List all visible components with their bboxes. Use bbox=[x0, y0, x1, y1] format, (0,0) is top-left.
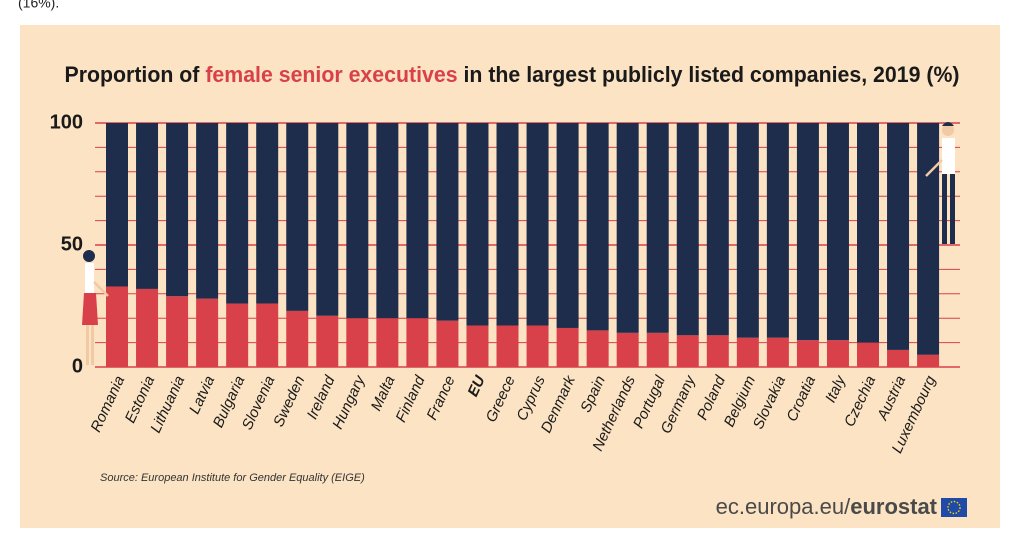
bar-segment bbox=[917, 354, 940, 367]
bar-segment bbox=[857, 342, 879, 367]
bar-segment bbox=[376, 318, 399, 367]
bar-segment bbox=[466, 325, 489, 367]
bar-segment bbox=[586, 330, 609, 367]
bar-segment bbox=[646, 332, 669, 367]
bar-segment bbox=[646, 123, 669, 333]
bar-segment bbox=[766, 123, 789, 338]
bar-segment bbox=[706, 123, 729, 336]
bar-segment bbox=[887, 123, 910, 350]
bar-segment bbox=[466, 123, 489, 326]
bar-segment bbox=[736, 123, 759, 338]
bar-segment bbox=[616, 123, 639, 333]
bar-segment bbox=[917, 123, 940, 355]
bar-segment bbox=[136, 123, 159, 289]
bar-segment bbox=[136, 288, 159, 367]
y-tick-label: 50 bbox=[61, 233, 83, 255]
bar-segment bbox=[436, 320, 459, 367]
eu-flag bbox=[941, 498, 967, 517]
bar-segment bbox=[736, 337, 759, 367]
y-tick-label: 0 bbox=[72, 355, 83, 377]
bar-segment bbox=[286, 123, 309, 311]
bar-segment bbox=[586, 123, 609, 331]
woman-figure bbox=[82, 250, 109, 365]
bar-segment bbox=[676, 123, 699, 336]
bar-segment bbox=[796, 123, 819, 341]
bar-segment bbox=[166, 296, 189, 367]
text-fragment: (16%). bbox=[18, 0, 59, 11]
logo-part: ec.europa.eu/ bbox=[716, 494, 851, 519]
bar-segment bbox=[406, 123, 429, 319]
bar-segment bbox=[226, 303, 249, 367]
bar-segment bbox=[796, 340, 819, 367]
bar-segment bbox=[106, 123, 128, 287]
logo: ec.europa.eu/eurostat bbox=[716, 494, 938, 519]
bar-segment bbox=[526, 123, 549, 326]
bar-segment bbox=[256, 303, 279, 367]
title-highlight: female senior executives bbox=[205, 62, 457, 87]
bar-segment bbox=[226, 123, 249, 304]
bar-segment bbox=[496, 325, 519, 367]
bar-segment bbox=[196, 123, 219, 299]
bar-segment bbox=[556, 123, 579, 328]
bars bbox=[106, 123, 940, 367]
bar-segment bbox=[616, 332, 639, 367]
bar-segment bbox=[406, 318, 429, 367]
bar-segment bbox=[556, 327, 579, 367]
bar-segment bbox=[316, 123, 339, 316]
logo-part: eurostat bbox=[850, 494, 937, 519]
bar-segment bbox=[496, 123, 519, 326]
bar-segment bbox=[316, 315, 339, 367]
bar-segment bbox=[826, 340, 849, 367]
bar-segment bbox=[766, 337, 789, 367]
man-figure bbox=[925, 122, 955, 244]
bar-segment bbox=[346, 318, 369, 367]
bar-segment bbox=[376, 123, 399, 319]
bar-segment bbox=[346, 123, 369, 319]
chart-title: Proportion of female senior executives i… bbox=[65, 62, 960, 87]
title-part: Proportion of bbox=[65, 62, 206, 87]
bar-segment bbox=[256, 123, 279, 304]
bar-segment bbox=[826, 123, 849, 341]
bar-segment bbox=[676, 335, 699, 367]
bar-segment bbox=[286, 310, 309, 367]
source: Source: European Institute for Gender Eq… bbox=[100, 472, 365, 484]
bar-segment bbox=[196, 298, 219, 367]
title-part: in the largest publicly listed companies… bbox=[458, 62, 960, 87]
bar-segment bbox=[106, 286, 128, 367]
bar-segment bbox=[887, 349, 910, 367]
bar-segment bbox=[706, 335, 729, 367]
bar-segment bbox=[166, 123, 189, 297]
y-tick-label: 100 bbox=[50, 111, 83, 133]
bar-segment bbox=[526, 325, 549, 367]
bar-segment bbox=[436, 123, 459, 321]
bar-segment bbox=[857, 123, 879, 343]
